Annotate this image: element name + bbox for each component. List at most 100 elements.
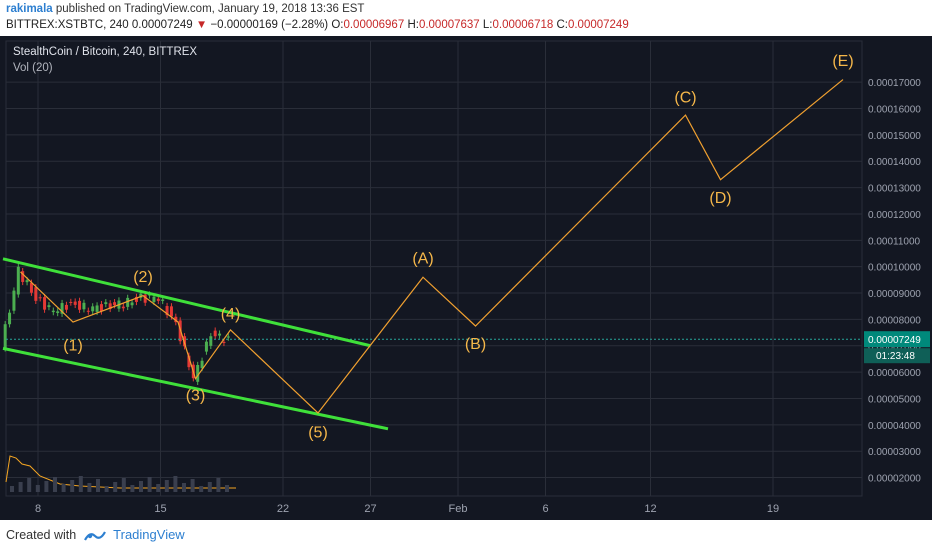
y-tick-label: 0.00011000 (868, 236, 921, 247)
tradingview-logo-icon (83, 531, 106, 541)
wave-label: (B) (465, 336, 486, 353)
volume-bar (61, 484, 66, 492)
y-tick-label: 0.00006000 (868, 368, 921, 379)
candle-body (69, 301, 73, 303)
volume-bar (139, 481, 143, 492)
volume-bar (10, 486, 14, 492)
candle-body (29, 282, 33, 293)
volume-bar (70, 480, 75, 492)
price-tag (864, 331, 930, 348)
y-tick-label: 0.00013000 (868, 184, 921, 195)
created-with-text: Created with (6, 528, 77, 542)
volume-bar (225, 485, 229, 492)
y-tick-label: 0.00007000 (868, 342, 921, 353)
volume-bar (182, 483, 186, 492)
high-value: 0.00007637 (418, 19, 480, 31)
x-tick-label: 15 (154, 503, 166, 515)
low-label: L: (482, 19, 493, 31)
symbol-line: BITTREX:XSTBTC, 240 0.00007249 ▼ −0.0000… (6, 19, 629, 31)
candle-body (134, 296, 138, 302)
candle-body (196, 364, 200, 382)
volume-bar (113, 482, 118, 492)
author-link[interactable]: rakimala (6, 3, 53, 15)
candle-body (25, 280, 29, 283)
y-tick-label: 0.00008000 (868, 315, 921, 326)
high-label: H: (407, 19, 419, 31)
y-tick-label: 0.00015000 (868, 131, 921, 142)
candle-body (3, 324, 7, 349)
volume-bar (207, 482, 212, 492)
candle-body (86, 310, 90, 312)
open-value: 0.00006967 (343, 19, 405, 31)
candle-body (204, 341, 208, 352)
chart-background (0, 36, 932, 520)
candle-body (152, 296, 156, 302)
volume-bar (130, 485, 135, 492)
change-down-icon: ▼ (195, 19, 208, 31)
x-tick-label: 12 (644, 503, 656, 515)
y-tick-label: 0.00004000 (868, 421, 921, 432)
tradingview-brand[interactable]: TradingView (113, 527, 185, 542)
low-value: 0.00006718 (492, 19, 554, 31)
volume-bar (173, 476, 178, 492)
y-tick-label: 0.00005000 (868, 394, 921, 405)
candle-body (56, 311, 60, 314)
wave-label: (1) (63, 337, 83, 354)
volume-bar (147, 477, 152, 492)
candle-body (104, 302, 108, 305)
candle-body (21, 271, 25, 282)
candle-body (82, 302, 86, 310)
volume-bar (104, 486, 109, 492)
candle-body (73, 301, 77, 305)
wave-label: (C) (674, 90, 696, 107)
x-tick-label: 8 (35, 503, 41, 515)
y-tick-label: 0.00017000 (868, 78, 921, 89)
volume-bar (199, 486, 204, 492)
plot-frame (5, 40, 863, 497)
wave-label: (A) (412, 250, 433, 267)
y-tick-label: 0.00016000 (868, 105, 921, 116)
candle-body (161, 299, 165, 301)
candle-body (16, 266, 20, 295)
candle-body (60, 303, 64, 314)
open-label: O: (331, 19, 344, 31)
candle-body (165, 306, 169, 316)
volume-bar (53, 477, 57, 492)
x-tick-label: 6 (542, 503, 548, 515)
countdown-tag (864, 348, 930, 364)
candle-body (183, 336, 187, 347)
chart-area[interactable]: 8152227Feb6121920.000170000.000160000.00… (0, 36, 932, 520)
candle-body (139, 293, 143, 298)
close-value: 0.00007249 (567, 19, 629, 31)
chart-title: StealthCoin / Bitcoin, 240, BITTREX (13, 46, 198, 58)
symbol-name: BITTREX:XSTBTC, 240 (6, 19, 129, 31)
countdown-text: 01:23:48 (876, 351, 915, 362)
candle-body (12, 290, 16, 311)
y-tick-label: 0.00003000 (868, 447, 921, 458)
candle-body (213, 330, 217, 337)
channel-upper-line (2, 257, 371, 348)
candle-body (38, 297, 42, 299)
y-tick-label: 0.00002000 (868, 474, 921, 485)
close-label: C: (556, 19, 568, 31)
candle-body (126, 297, 130, 307)
publication-header: rakimala published on TradingView.com, J… (0, 0, 932, 36)
candle-body (91, 306, 95, 312)
candle-body (209, 336, 213, 346)
candle-body (130, 302, 134, 306)
wave-label: (D) (709, 190, 731, 207)
y-tick-label: 0.00012000 (868, 210, 921, 221)
footer: Created with TradingView (0, 520, 932, 550)
price-chart[interactable]: 8152227Feb6121920.000170000.000160000.00… (0, 36, 932, 520)
wave-label: (E) (832, 53, 853, 70)
wave-label: (5) (308, 424, 328, 441)
candle-body (8, 312, 12, 325)
wave-label: (2) (133, 269, 153, 286)
y-tick-label: 0.00009000 (868, 289, 921, 300)
x-tick-label: 22 (277, 503, 289, 515)
y-tick-label: 0.00014000 (868, 157, 921, 168)
volume-indicator-label[interactable]: Vol (20) (13, 62, 53, 74)
volume-bar (78, 476, 83, 492)
volume-bar (190, 479, 195, 492)
candle-body (143, 294, 147, 303)
